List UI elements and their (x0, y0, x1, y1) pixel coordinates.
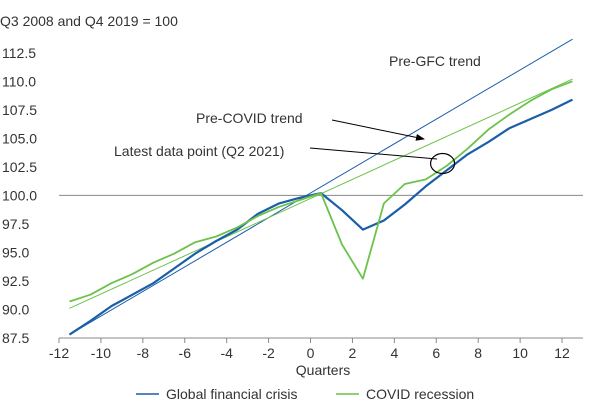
chart-subtitle: Q3 2008 and Q4 2019 = 100 (0, 13, 178, 29)
x-tick-label: -12 (49, 345, 69, 361)
trend-lines (69, 38, 573, 336)
y-tick-label: 87.5 (2, 330, 29, 346)
x-tick-label: -10 (91, 345, 111, 361)
y-tick-label: 92.5 (2, 273, 29, 289)
x-tick-label: -8 (137, 345, 150, 361)
series-line-covid (69, 80, 573, 303)
latest-data-point-connector (309, 147, 438, 160)
series-line-gfc (68, 98, 573, 336)
x-tick-label: 2 (349, 345, 357, 361)
x-tick-label: -2 (262, 345, 275, 361)
y-tick-label: 102.5 (2, 159, 37, 175)
x-tick-label: 6 (432, 345, 440, 361)
x-tick-label: 4 (390, 345, 398, 361)
pre-covid-trend-arrow (331, 119, 425, 141)
pre-covid-trend-label: Pre-COVID trend (196, 110, 303, 126)
y-tick-label: 112.5 (2, 45, 36, 61)
legend-label-gfc: Global financial crisis (166, 386, 298, 402)
y-axis-ticks: 87.5 90.0 92.5 95.0 97.5 100.0 102.5 105.0 107.5… (2, 45, 37, 346)
legend: Global financial crisis COVID recession (136, 386, 474, 402)
gfc-trend-line (69, 38, 573, 336)
x-tick-label: -4 (220, 345, 233, 361)
x-axis-title: Quarters (296, 362, 350, 378)
y-tick-label: 110.0 (2, 73, 36, 89)
y-tick-label: 90.0 (2, 301, 29, 317)
x-tick-label: 8 (474, 345, 482, 361)
x-tick-label: 0 (307, 345, 315, 361)
x-tick-label: 10 (512, 345, 528, 361)
y-tick-label: 107.5 (2, 102, 37, 118)
pre-gfc-trend-label: Pre-GFC trend (389, 53, 481, 69)
x-axis-ticks: -12 -10 -8 -6 -4 -2 0 2 4 6 8 10 12 (49, 338, 570, 361)
y-tick-label: 100.0 (2, 187, 37, 203)
series-lines (68, 80, 573, 336)
y-tick-label: 95.0 (2, 244, 29, 260)
latest-data-point-circle (429, 152, 456, 175)
x-tick-label: 12 (554, 345, 570, 361)
x-tick-label: -6 (179, 345, 192, 361)
y-tick-label: 105.0 (2, 130, 37, 146)
y-tick-label: 97.5 (2, 216, 29, 232)
latest-data-point-label: Latest data point (Q2 2021) (114, 143, 284, 159)
legend-label-covid: COVID recession (366, 386, 474, 402)
